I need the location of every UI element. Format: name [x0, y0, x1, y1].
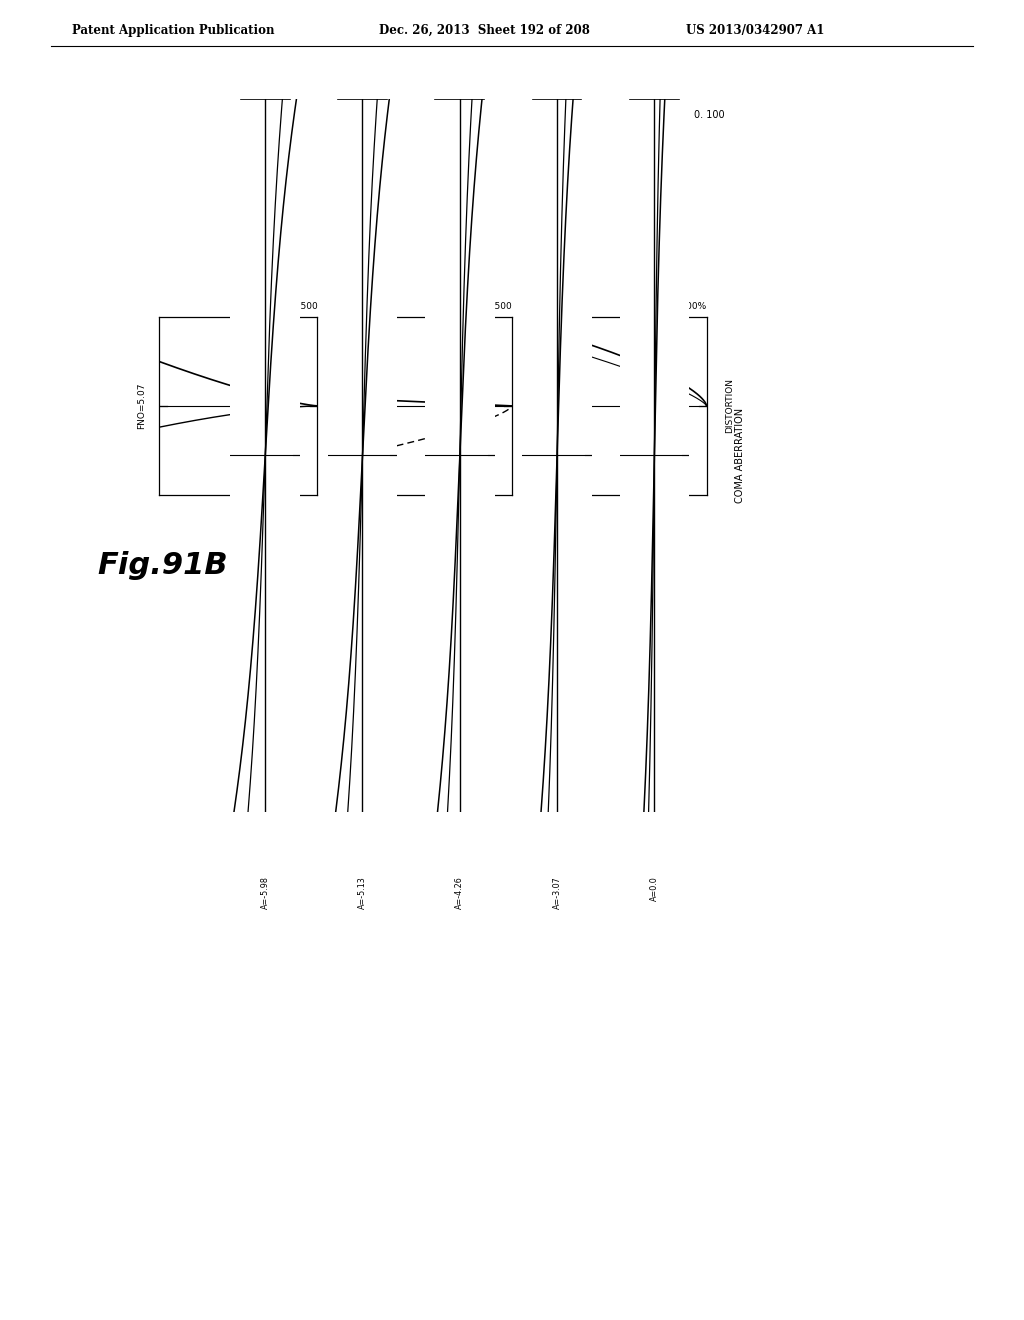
- Text: 2. 000%: 2. 000%: [670, 302, 707, 312]
- Text: A=-4.26: A=-4.26: [456, 876, 464, 908]
- Text: A=-5.98: A=-5.98: [332, 387, 341, 425]
- Text: A=0.0: A=0.0: [650, 876, 658, 900]
- Text: Fig.91B: Fig.91B: [97, 552, 228, 581]
- Text: ASTIGMATISM: ASTIGMATISM: [531, 375, 540, 437]
- Text: COMA ABERRATION: COMA ABERRATION: [735, 408, 745, 503]
- Text: A=-5.98: A=-5.98: [261, 876, 269, 909]
- Text: Patent Application Publication: Patent Application Publication: [72, 24, 274, 37]
- Text: Dec. 26, 2013  Sheet 192 of 208: Dec. 26, 2013 Sheet 192 of 208: [379, 24, 590, 37]
- Text: US 2013/0342907 A1: US 2013/0342907 A1: [686, 24, 824, 37]
- Text: DISTORTION: DISTORTION: [726, 379, 734, 433]
- Text: SPHERICAL
ABERRATION: SPHERICAL ABERRATION: [337, 378, 356, 434]
- Text: 0. 500: 0. 500: [289, 302, 317, 312]
- Text: A=-5.13: A=-5.13: [358, 876, 367, 908]
- Text: A=-5.98: A=-5.98: [526, 387, 536, 425]
- Text: 0. 100: 0. 100: [694, 110, 725, 120]
- Text: 0. 500: 0. 500: [483, 302, 512, 312]
- Text: FNO=5.07: FNO=5.07: [137, 383, 146, 429]
- Text: A=-3.07: A=-3.07: [553, 876, 561, 908]
